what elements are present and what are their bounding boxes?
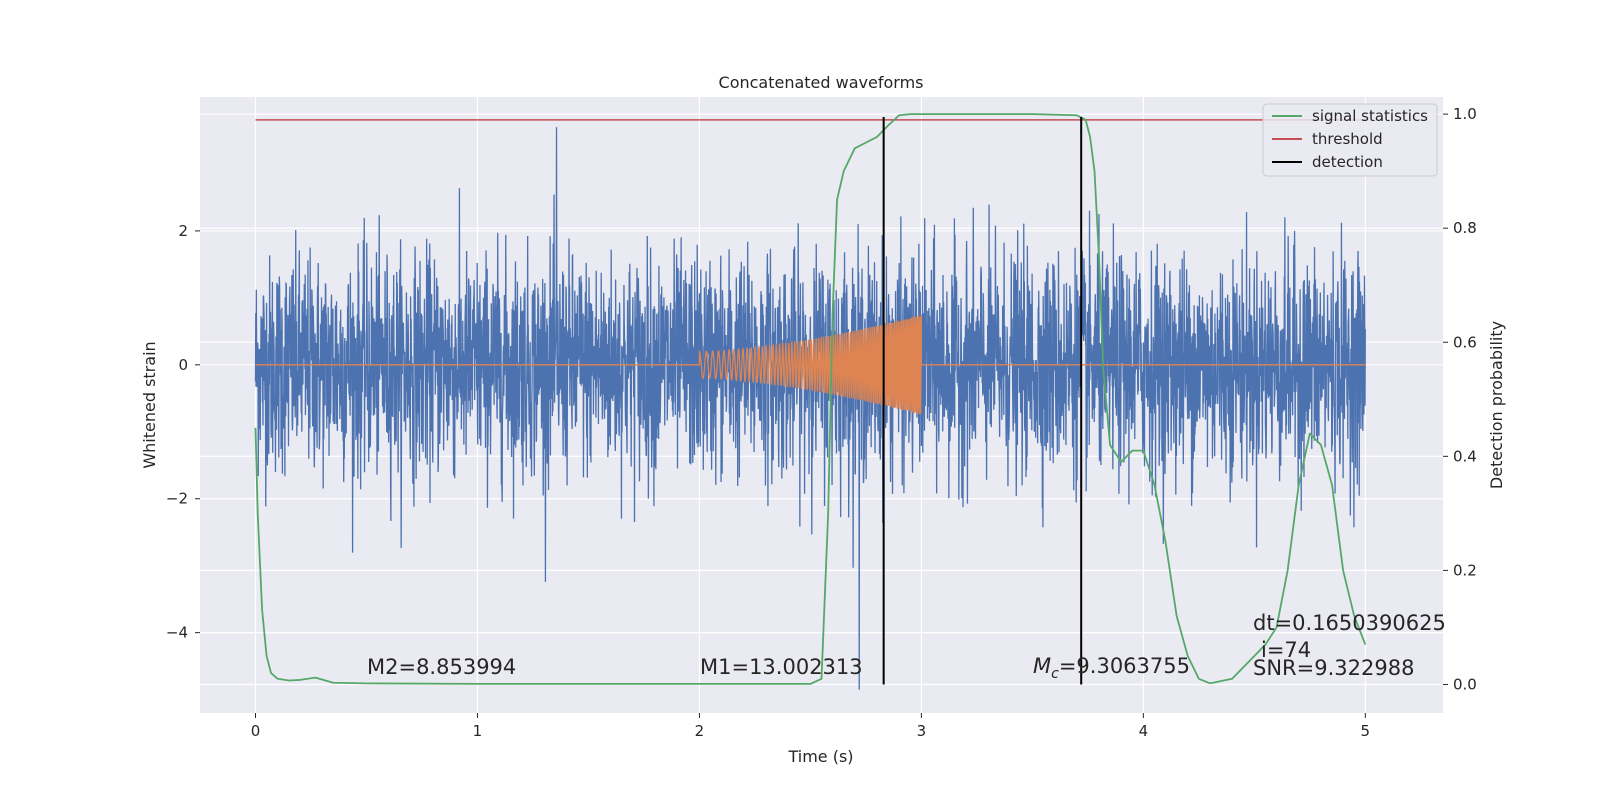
y2-tick-label: 0.2 <box>1453 561 1477 579</box>
annotations: M2=8.853994 M1=13.002313 Mc=9.3063755 dt… <box>367 611 1446 682</box>
axis-ticks: 0 1 2 3 4 5 −4 −2 0 2 0.0 0.2 0.4 0.6 0.8 1.0 <box>166 105 1477 740</box>
y-tick-label: 2 <box>178 222 188 240</box>
x-tick-label: 2 <box>695 722 705 740</box>
index-annotation: i=74 <box>1261 638 1311 662</box>
y2-tick-label: 0.4 <box>1453 447 1477 465</box>
x-tick-label: 3 <box>917 722 927 740</box>
m2-annotation: M2=8.853994 <box>367 655 516 679</box>
legend-label-detection: detection <box>1312 153 1383 171</box>
x-axis-label: Time (s) <box>787 747 853 766</box>
y-tick-label: −4 <box>166 624 188 642</box>
dt-annotation: dt=0.1650390625 <box>1253 611 1446 635</box>
x-tick-label: 4 <box>1139 722 1149 740</box>
y2-tick-label: 0.0 <box>1453 675 1477 693</box>
y2-tick-label: 0.6 <box>1453 333 1477 351</box>
x-tick-label: 0 <box>251 722 261 740</box>
chirp-mass-subscript: c <box>1051 666 1059 682</box>
y-tick-label: 0 <box>178 356 188 374</box>
chart-title: Concatenated waveforms <box>719 73 924 92</box>
signal-statistics-line <box>254 113 1367 685</box>
legend: signal statistics threshold detection <box>1262 103 1438 177</box>
chirp-mass-symbol: M <box>1033 654 1051 678</box>
snr-annotation: SNR=9.322988 <box>1253 656 1414 680</box>
noise-series-line <box>254 127 1366 690</box>
m1-annotation: M1=13.002313 <box>700 655 863 679</box>
y2-tick-label: 0.8 <box>1453 219 1477 237</box>
x-tick-label: 1 <box>473 722 483 740</box>
legend-label-threshold: threshold <box>1312 130 1383 148</box>
y-axis-label: Whitened strain <box>140 341 159 468</box>
y-tick-label: −2 <box>166 490 188 508</box>
chirp-mass-value: =9.3063755 <box>1059 654 1190 678</box>
chirp-mass-annotation: Mc=9.3063755 <box>1033 654 1190 682</box>
y2-tick-label: 1.0 <box>1453 105 1477 123</box>
x-tick-label: 5 <box>1361 722 1371 740</box>
y2-axis-label: Detection probability <box>1487 321 1506 489</box>
plot-data <box>254 113 1367 690</box>
legend-box <box>1262 103 1438 177</box>
legend-label-signal-statistics: signal statistics <box>1312 107 1428 125</box>
